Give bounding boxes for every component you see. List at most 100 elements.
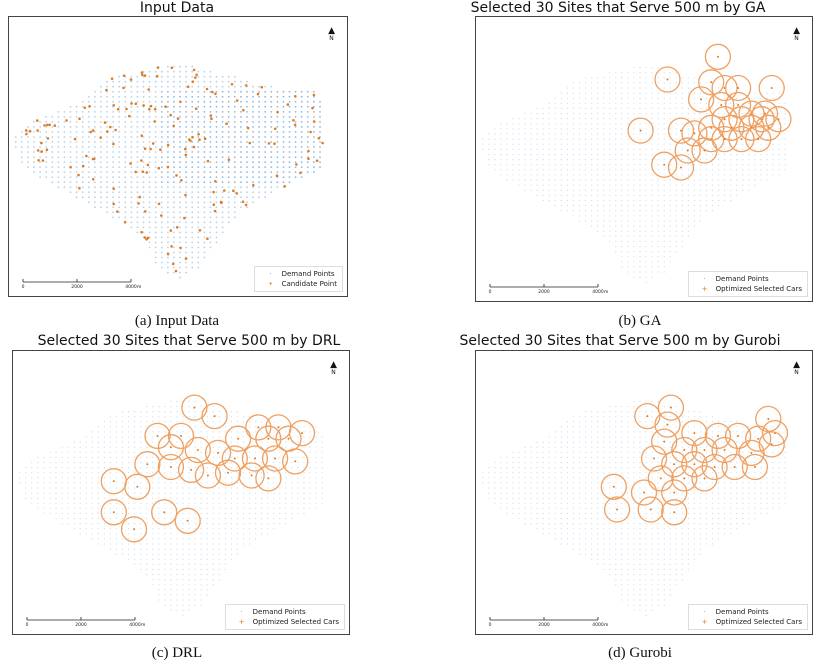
demand-point: [512, 159, 514, 161]
demand-point: [645, 431, 647, 433]
candidate-point: [91, 129, 95, 132]
demand-point: [91, 461, 93, 464]
demand-point: [651, 184, 653, 186]
demand-point: [687, 492, 689, 494]
demand-point: [524, 118, 526, 120]
demand-point: [627, 143, 629, 145]
demand-point: [87, 100, 90, 103]
demand-point: [603, 205, 605, 207]
demand-point: [215, 146, 218, 148]
demand-point: [276, 100, 279, 103]
demand-point: [142, 191, 145, 194]
demand-point: [136, 186, 139, 189]
demand-point: [681, 230, 683, 232]
demand-point: [597, 492, 599, 494]
demand-point: [176, 421, 178, 423]
demand-point: [31, 472, 33, 474]
demand-point: [494, 487, 496, 489]
demand-point: [663, 199, 665, 202]
demand-point: [584, 184, 587, 186]
demand-point: [693, 426, 695, 428]
demand-point: [128, 507, 130, 509]
demand-point: [693, 92, 695, 94]
demand-point: [291, 487, 293, 489]
demand-point: [233, 146, 236, 148]
demand-point: [705, 451, 708, 453]
demand-point: [772, 426, 774, 428]
demand-point: [173, 131, 175, 133]
demand-point: [578, 92, 581, 94]
demand-point: [494, 164, 496, 166]
demand-point: [124, 100, 127, 103]
demand-point: [572, 210, 574, 212]
demand-point: [94, 90, 96, 93]
demand-point: [136, 176, 139, 179]
demand-point: [578, 184, 581, 186]
demand-point: [170, 416, 172, 418]
demand-point: [681, 240, 683, 242]
demand-point: [651, 467, 653, 469]
demand-point: [258, 136, 260, 138]
demand-point: [663, 153, 665, 156]
demand-point: [699, 82, 701, 84]
demand-point: [597, 97, 599, 99]
demand-point: [300, 121, 303, 123]
demand-point: [294, 116, 297, 118]
demand-point: [112, 121, 114, 123]
demand-point: [200, 579, 202, 581]
demand-point: [560, 497, 562, 499]
demand-point: [136, 181, 139, 184]
demand-point: [270, 161, 273, 164]
demand-point: [748, 451, 750, 453]
demand-point: [75, 136, 78, 138]
demand-point: [687, 235, 689, 237]
demand-point: [724, 426, 726, 428]
demand-point: [134, 517, 136, 520]
demand-point: [603, 133, 605, 135]
demand-point: [136, 166, 139, 169]
demand-point: [33, 171, 35, 174]
demand-point: [651, 405, 653, 408]
demand-point: [572, 133, 574, 135]
demand-point: [152, 512, 154, 514]
service-circle: [708, 91, 735, 119]
demand-point: [572, 138, 574, 140]
demand-point: [645, 276, 647, 278]
demand-point: [63, 151, 66, 153]
demand-point: [639, 446, 641, 448]
demand-point: [718, 113, 720, 115]
scale-bar-label: 4000: [125, 284, 137, 290]
demand-point: [578, 205, 581, 207]
demand-point: [273, 487, 275, 489]
demand-point: [240, 90, 242, 93]
demand-point: [152, 461, 154, 464]
demand-point: [657, 113, 659, 115]
demand-point: [97, 523, 99, 525]
demand-point: [103, 533, 105, 535]
demand-point: [248, 512, 251, 514]
demand-point: [248, 533, 251, 535]
demand-point: [140, 467, 142, 469]
demand-point: [148, 126, 151, 128]
demand-point: [246, 116, 248, 118]
demand-point: [627, 87, 629, 89]
demand-point: [584, 215, 587, 217]
demand-point: [518, 451, 520, 453]
demand-point: [112, 181, 114, 184]
demand-point: [711, 148, 714, 150]
demand-point: [242, 533, 245, 535]
service-circle: [184, 436, 211, 464]
demand-point: [306, 95, 309, 98]
demand-point: [221, 176, 224, 179]
demand-point: [248, 502, 251, 504]
demand-point: [663, 138, 665, 140]
service-circle: [157, 453, 185, 481]
demand-point: [591, 446, 593, 448]
demand-point: [639, 123, 641, 125]
demand-point: [315, 482, 317, 484]
demand-point: [182, 553, 184, 555]
demand-point: [784, 123, 786, 125]
demand-point: [233, 100, 236, 103]
demand-point: [85, 482, 87, 484]
candidate-point: [179, 246, 182, 250]
